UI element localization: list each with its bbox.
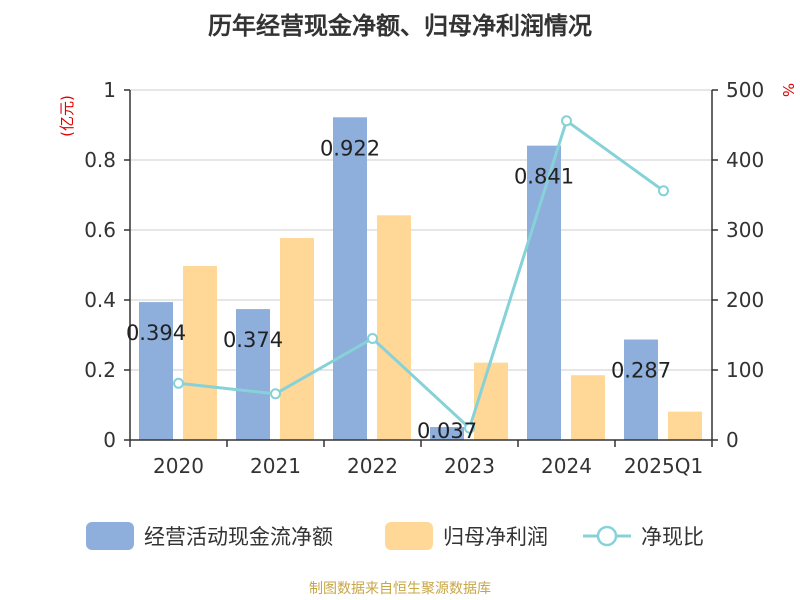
legend-label-ratio: 净现比 xyxy=(641,525,704,549)
ratio-point xyxy=(173,377,184,389)
bar-net-profit xyxy=(571,375,605,440)
left-axis-tick-label: 0.8 xyxy=(84,148,116,172)
legend-label-net-profit: 归母净利润 xyxy=(443,525,548,549)
legend-swatch-cash-flow xyxy=(86,522,134,550)
x-axis-tick-label: 2021 xyxy=(250,454,301,478)
left-axis-tick-label: 0 xyxy=(103,428,116,452)
legend-item-ratio[interactable]: 净现比 xyxy=(583,516,704,556)
bar-net-profit xyxy=(280,238,314,440)
right-axis-unit: % xyxy=(779,83,797,97)
ratio-point xyxy=(367,333,378,344)
right-axis-tick-label: 200 xyxy=(726,288,764,312)
legend: 经营活动现金流净额 归母净利润 净现比 xyxy=(0,516,800,556)
legend-item-cash-flow[interactable]: 经营活动现金流净额 xyxy=(86,516,333,556)
x-axis-tick-label: 2023 xyxy=(444,454,495,478)
bar-data-label: 0.394 xyxy=(126,321,186,345)
left-axis-tick-label: 1 xyxy=(103,78,116,102)
legend-line-icon xyxy=(583,525,631,547)
source-note: 制图数据来自恒生聚源数据库 xyxy=(309,581,491,597)
bar-net-profit xyxy=(377,215,411,440)
x-axis-tick-label: 2024 xyxy=(541,454,592,478)
bar-cash-flow xyxy=(139,302,173,440)
bar-net-profit xyxy=(474,362,508,440)
bar-data-label: 0.287 xyxy=(611,359,671,383)
ratio-point xyxy=(270,388,281,400)
right-axis-tick-label: 300 xyxy=(726,218,764,242)
left-axis-tick-label: 0.6 xyxy=(84,218,116,242)
legend-item-net-profit[interactable]: 归母净利润 xyxy=(385,516,548,556)
bar-data-label: 0.841 xyxy=(514,165,574,189)
bar-data-label: 0.037 xyxy=(417,419,477,443)
bar-cash-flow xyxy=(333,117,367,441)
legend-swatch-net-profit xyxy=(385,522,433,550)
bar-cash-flow xyxy=(624,339,658,440)
legend-label-cash-flow: 经营活动现金流净额 xyxy=(144,525,333,549)
right-axis-tick-label: 0 xyxy=(726,428,739,452)
right-axis-tick-label: 400 xyxy=(726,148,764,172)
ratio-point xyxy=(658,185,669,197)
ratio-line xyxy=(178,118,665,431)
bar-net-profit xyxy=(668,411,702,440)
bar-data-label: 0.922 xyxy=(320,136,380,160)
left-axis-unit: (亿元) xyxy=(58,95,76,137)
left-axis-tick-label: 0.2 xyxy=(84,358,116,382)
bar-cash-flow xyxy=(430,427,464,440)
x-axis-tick-label: 2020 xyxy=(153,454,204,478)
right-axis-tick-label: 500 xyxy=(726,78,764,102)
left-axis-tick-label: 0.4 xyxy=(84,288,116,312)
bar-cash-flow xyxy=(236,309,270,440)
right-axis-tick-label: 100 xyxy=(726,358,764,382)
bar-net-profit xyxy=(183,266,217,440)
bar-data-label: 0.374 xyxy=(223,328,283,352)
ratio-point xyxy=(464,422,475,434)
x-axis-tick-label: 2022 xyxy=(347,454,398,478)
chart-title: 历年经营现金净额、归母净利润情况 xyxy=(208,12,592,40)
ratio-point xyxy=(561,115,572,127)
x-axis-tick-label: 2025Q1 xyxy=(624,454,703,478)
